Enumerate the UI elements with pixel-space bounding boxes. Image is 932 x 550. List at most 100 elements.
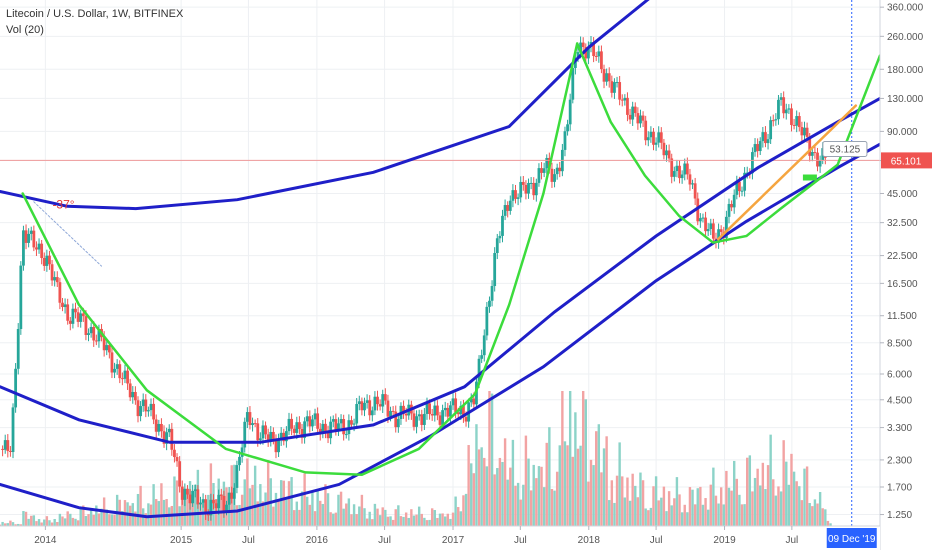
volume-bar	[722, 504, 725, 526]
volume-indicator-label[interactable]: Vol (20)	[6, 24, 44, 36]
candle-body	[477, 358, 481, 382]
volume-bar	[636, 497, 640, 526]
volume-bar	[514, 485, 517, 526]
volume-bar	[253, 465, 257, 526]
candle-body	[620, 99, 624, 101]
candle-body	[449, 405, 452, 417]
candle-body	[529, 182, 533, 184]
candle-body	[693, 183, 697, 199]
volume-bar	[279, 480, 283, 526]
volume-bar	[438, 513, 442, 526]
volume-bar	[555, 471, 559, 526]
volume-bar	[459, 511, 463, 526]
candle-body	[261, 425, 265, 439]
symbol-title[interactable]: Litecoin / U.S. Dollar, 1W, BITFINEX	[6, 8, 184, 20]
candle-body	[415, 416, 418, 427]
volume-bar	[472, 473, 476, 526]
volume-bar	[272, 506, 275, 526]
candle-body	[665, 150, 668, 156]
volume-bar	[519, 499, 522, 526]
volume-bar	[251, 484, 254, 526]
candle-body	[6, 440, 10, 452]
volume-bar	[136, 493, 140, 526]
candle-body	[50, 264, 54, 281]
candle-body	[740, 190, 744, 192]
candle-body	[610, 81, 614, 93]
volume-bar	[790, 453, 793, 526]
volume-bar	[714, 495, 718, 526]
candle-body	[133, 391, 137, 401]
candle-body	[386, 400, 390, 417]
volume-bar	[779, 491, 783, 526]
candle-body	[324, 423, 327, 432]
candle-body	[383, 394, 387, 401]
candle-body	[87, 333, 90, 335]
candle-body	[363, 402, 366, 411]
candle-body	[790, 108, 793, 125]
volume-bar	[4, 523, 7, 526]
y-axis-bg	[880, 0, 932, 550]
volume-bar	[295, 501, 299, 526]
candle-body	[813, 152, 817, 154]
candle-body	[808, 136, 812, 156]
volume-bar	[680, 512, 684, 526]
candle-body	[316, 413, 320, 429]
volume-bar	[147, 503, 150, 526]
candle-body	[251, 423, 254, 426]
volume-bar	[475, 424, 478, 526]
candle-body	[42, 257, 46, 266]
volume-bar	[621, 476, 624, 526]
volume-bar	[816, 503, 819, 526]
volume-bar	[735, 478, 739, 526]
volume-bar	[76, 520, 80, 526]
candle-body	[558, 167, 562, 172]
volume-bar	[40, 522, 43, 526]
candle-body	[451, 398, 455, 406]
volume-bar	[602, 448, 606, 526]
volume-bar	[243, 479, 246, 526]
volume-bar	[527, 458, 530, 526]
volume-bar	[652, 486, 655, 526]
candle-body	[136, 400, 140, 417]
candle-body	[178, 461, 182, 487]
volume-bar	[363, 508, 366, 526]
candle-body	[456, 412, 460, 415]
candle-body	[152, 403, 156, 420]
candle-body	[717, 229, 720, 243]
volume-bar	[1, 521, 4, 526]
y-tick-label: 11.500	[887, 311, 917, 322]
last-price-label: 65.101	[891, 156, 922, 167]
candle-body	[165, 432, 169, 444]
candle-body	[441, 410, 445, 425]
volume-bar	[493, 474, 496, 526]
candle-body	[732, 194, 736, 208]
candle-body	[639, 115, 642, 124]
volume-bar	[298, 509, 301, 526]
x-tick-label: 2015	[170, 535, 193, 546]
y-tick-label: 2.300	[887, 455, 912, 466]
volume-bar	[485, 466, 489, 526]
volume-bar	[550, 489, 554, 526]
candle-body	[519, 181, 523, 198]
candle-body	[355, 404, 359, 424]
volume-bar	[246, 458, 249, 526]
candle-body	[618, 82, 622, 100]
candle-body	[193, 489, 197, 491]
candle-body	[636, 113, 640, 124]
volume-bar	[457, 507, 460, 526]
y-axis: 360.000260.000180.000130.00090.00065.000…	[879, 0, 932, 550]
volume-bar	[371, 519, 374, 526]
volume-bar	[337, 494, 340, 526]
candle-body	[521, 181, 525, 185]
candle-body	[339, 419, 343, 424]
candle-body	[644, 120, 648, 141]
volume-bar	[496, 468, 499, 526]
price-marker-label: 53.125	[830, 145, 861, 156]
volume-bar	[326, 493, 330, 526]
candle-body	[120, 378, 124, 380]
candle-body	[469, 398, 473, 403]
candle-body	[342, 419, 346, 435]
volume-bar	[282, 480, 285, 526]
